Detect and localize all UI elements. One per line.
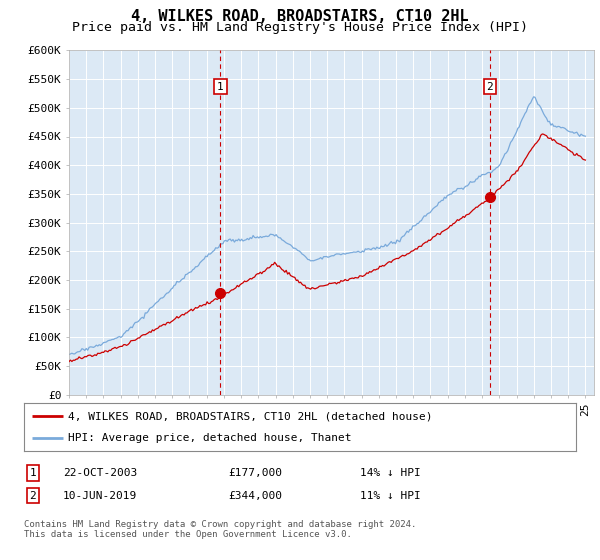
Text: 4, WILKES ROAD, BROADSTAIRS, CT10 2HL: 4, WILKES ROAD, BROADSTAIRS, CT10 2HL [131,9,469,24]
Text: 1: 1 [29,468,37,478]
Text: Contains HM Land Registry data © Crown copyright and database right 2024.
This d: Contains HM Land Registry data © Crown c… [24,520,416,539]
Text: £344,000: £344,000 [228,491,282,501]
Text: 4, WILKES ROAD, BROADSTAIRS, CT10 2HL (detached house): 4, WILKES ROAD, BROADSTAIRS, CT10 2HL (d… [68,411,433,421]
Text: 10-JUN-2019: 10-JUN-2019 [63,491,137,501]
Text: £177,000: £177,000 [228,468,282,478]
Text: 22-OCT-2003: 22-OCT-2003 [63,468,137,478]
Text: 2: 2 [29,491,37,501]
Text: Price paid vs. HM Land Registry's House Price Index (HPI): Price paid vs. HM Land Registry's House … [72,21,528,34]
Text: 11% ↓ HPI: 11% ↓ HPI [360,491,421,501]
Text: 2: 2 [487,82,493,92]
Text: 1: 1 [217,82,224,92]
Text: HPI: Average price, detached house, Thanet: HPI: Average price, detached house, Than… [68,433,352,443]
Text: 14% ↓ HPI: 14% ↓ HPI [360,468,421,478]
